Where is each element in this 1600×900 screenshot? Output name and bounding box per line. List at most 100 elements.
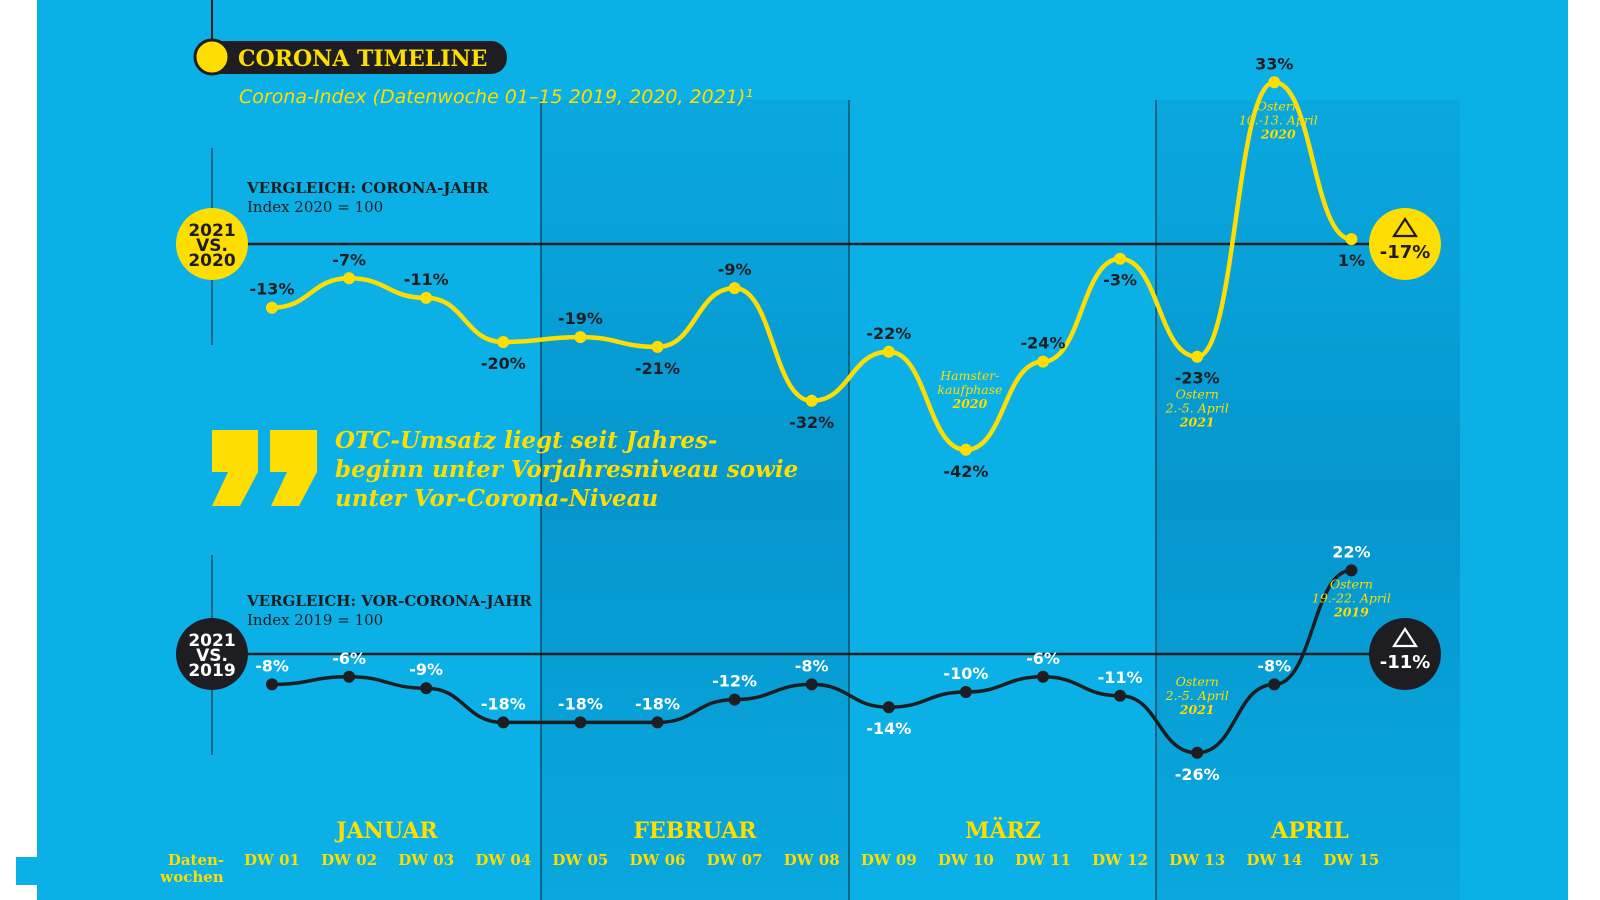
title-dot-icon <box>193 38 231 76</box>
data-label: -6% <box>332 649 366 668</box>
data-label: -3% <box>1103 271 1137 290</box>
title-bar <box>195 41 507 74</box>
annotation-year: 2021 <box>1179 702 1215 717</box>
data-label: -12% <box>712 672 757 691</box>
panel2-heading: VERGLEICH: VOR-CORONA-JAHR <box>246 592 532 610</box>
panel2-badge-line1: 2021 <box>188 631 235 651</box>
panel1-index-note: Index 2020 = 100 <box>247 198 383 216</box>
quote-mark-icon <box>212 430 317 506</box>
data-point-dw-03 <box>420 291 433 304</box>
x-tick-label: DW 09 <box>861 851 917 869</box>
panel1-total-value: -17% <box>1380 242 1431 263</box>
x-tick-label: DW 04 <box>475 851 531 869</box>
month-label: APRIL <box>1270 818 1349 844</box>
annotation-year: 2020 <box>952 396 988 411</box>
data-label: -26% <box>1175 765 1220 784</box>
month-bands <box>540 100 1460 900</box>
panel1-badge-line2: VS. <box>196 236 228 256</box>
panel2-badge-line2: VS. <box>196 646 228 666</box>
annotation-text: Ostern <box>1257 98 1300 113</box>
annotation-text: Ostern <box>1330 576 1373 591</box>
data-point-dw-12 <box>1114 252 1127 265</box>
annotation-year: 2020 <box>1260 126 1296 141</box>
data-point-dw-13 <box>1191 350 1204 363</box>
data-point-dw-01 <box>266 678 278 691</box>
panel1-series: -13% -7% -11% -20% -19% -21% -9% -32% -22% -42% -2… <box>250 54 1365 481</box>
x-tick-label: DW 08 <box>784 851 840 869</box>
left-edge-tab <box>16 857 38 885</box>
data-point-dw-11 <box>1037 355 1049 368</box>
quote-line-3: unter Vor-Corona-Niveau <box>335 485 658 512</box>
panel1-badge-line3: 2020 <box>188 251 235 271</box>
month-label: FEBRUAR <box>633 818 757 844</box>
x-tick-label: DW 11 <box>1015 851 1071 869</box>
month-label: MÄRZ <box>965 816 1041 844</box>
annotation-year: 2019 <box>1333 604 1369 619</box>
panel2-series: -8% -6% -9% -18% -18% -18% -12% -8% -14% -10% -6% -… <box>255 542 1391 783</box>
data-label: -19% <box>558 309 603 328</box>
data-point-dw-13 <box>1191 746 1204 759</box>
data-point-dw-15 <box>1345 564 1358 577</box>
data-point-dw-05 <box>574 331 587 344</box>
month-label: JANUAR <box>334 818 438 844</box>
data-label: -8% <box>795 656 829 675</box>
panel2-index-note: Index 2019 = 100 <box>247 611 383 629</box>
x-tick-label: DW 10 <box>938 851 994 869</box>
x-axis-title-line2: wochen <box>159 868 224 886</box>
data-label: -42% <box>943 462 988 481</box>
x-tick-label: DW 13 <box>1169 851 1225 869</box>
data-point-dw-09 <box>882 345 895 358</box>
annotation-year: 2021 <box>1179 415 1215 430</box>
data-label: -20% <box>481 354 526 373</box>
panel2-total-value: -11% <box>1380 652 1431 673</box>
data-point-dw-05 <box>574 716 587 729</box>
x-tick-label: DW 14 <box>1246 851 1302 869</box>
x-tick-label: DW 12 <box>1092 851 1148 869</box>
data-point-dw-01 <box>266 301 278 314</box>
data-label: 22% <box>1332 542 1370 561</box>
panel2-badge <box>176 618 248 690</box>
data-label: -6% <box>1026 649 1060 668</box>
data-label: -8% <box>1257 656 1291 675</box>
data-label: -7% <box>332 250 366 269</box>
annotation-text: Ostern <box>1176 387 1219 402</box>
data-point-dw-10 <box>959 686 972 698</box>
annotation-text: Hamster- <box>939 368 999 383</box>
x-tick-label: DW 03 <box>398 851 454 869</box>
data-point-dw-10 <box>959 443 972 456</box>
panel1-delta-icon <box>1391 216 1419 238</box>
annotation-text: 10.-13. April <box>1239 112 1318 127</box>
annotation-text: 2.-5. April <box>1165 688 1229 703</box>
data-point-dw-08 <box>805 394 818 407</box>
band-februar <box>541 100 849 900</box>
data-label: -9% <box>409 660 443 679</box>
data-point-dw-06 <box>651 340 664 353</box>
panel1-badge <box>176 208 248 280</box>
x-tick-label: DW 01 <box>244 851 300 869</box>
data-point-dw-12 <box>1114 689 1127 702</box>
panel1-heading: VERGLEICH: CORONA-JAHR <box>246 179 489 197</box>
data-label: -18% <box>558 694 603 713</box>
data-point-dw-09 <box>882 701 895 714</box>
series-line <box>271 80 1352 453</box>
data-label: -9% <box>718 260 752 279</box>
data-point-dw-08 <box>805 678 818 691</box>
page-subtitle: Corona-Index (Datenwoche 01–15 2019, 202… <box>239 86 753 108</box>
data-label: 1% <box>1338 251 1365 270</box>
panel2-total-badge <box>1369 618 1441 690</box>
data-label: -18% <box>635 694 680 713</box>
page-title: CORONA TIMELINE <box>238 46 487 72</box>
data-point-dw-14 <box>1268 76 1281 89</box>
data-point-dw-02 <box>343 670 356 683</box>
data-point-dw-11 <box>1037 670 1049 683</box>
data-label: -11% <box>1098 668 1143 687</box>
annotation-text: 2.-5. April <box>1165 401 1229 416</box>
data-label: -21% <box>635 359 680 378</box>
x-tick-label: DW 15 <box>1323 851 1379 869</box>
x-axis-title-line1: Daten- <box>168 851 224 869</box>
data-label: -22% <box>866 324 911 343</box>
x-tick-label: DW 06 <box>630 851 686 869</box>
panel2-delta-icon <box>1391 626 1419 648</box>
data-label: -32% <box>789 413 834 432</box>
